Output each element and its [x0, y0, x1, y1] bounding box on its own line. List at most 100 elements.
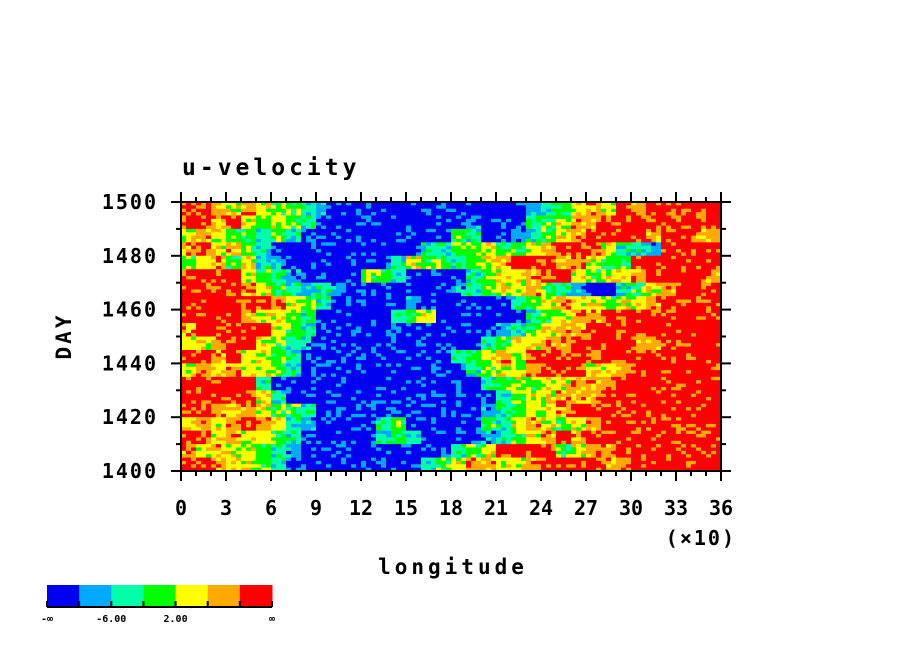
- heatmap-cell: [246, 292, 252, 297]
- heatmap-cell: [456, 225, 462, 230]
- heatmap-cell: [356, 349, 362, 354]
- heatmap-cell: [326, 259, 332, 264]
- heatmap-cell: [496, 222, 502, 227]
- heatmap-cell: [481, 245, 487, 250]
- heatmap-cell: [576, 218, 582, 223]
- heatmap-cell: [521, 316, 527, 321]
- heatmap-cell: [486, 252, 492, 257]
- heatmap-cell: [181, 309, 187, 314]
- heatmap-cell: [561, 218, 567, 223]
- heatmap-cell: [471, 309, 477, 314]
- heatmap-cell: [641, 269, 647, 274]
- heatmap-cell: [526, 289, 532, 294]
- heatmap-cell: [536, 265, 542, 270]
- heatmap-cell: [601, 333, 607, 338]
- heatmap-cell: [271, 312, 277, 317]
- heatmap-cell: [711, 329, 717, 334]
- heatmap-cell: [216, 282, 222, 287]
- heatmap-cell: [611, 346, 617, 351]
- heatmap-cell: [276, 306, 282, 311]
- heatmap-cell: [391, 316, 397, 321]
- heatmap-cell: [586, 228, 592, 233]
- heatmap-cell: [351, 245, 357, 250]
- heatmap-cell: [696, 212, 702, 217]
- heatmap-cell: [626, 269, 632, 274]
- heatmap-cell: [361, 353, 367, 358]
- heatmap-cell: [691, 262, 697, 267]
- heatmap-cell: [646, 296, 652, 301]
- heatmap-cell: [291, 292, 297, 297]
- heatmap-cell: [451, 272, 457, 277]
- heatmap-cell: [481, 296, 487, 301]
- heatmap-cell: [366, 235, 372, 240]
- heatmap-cell: [211, 312, 217, 317]
- heatmap-cell: [196, 279, 202, 284]
- heatmap-cell: [486, 205, 492, 210]
- heatmap-cell: [446, 238, 452, 243]
- heatmap-cell: [571, 275, 577, 280]
- heatmap-cell: [646, 309, 652, 314]
- heatmap-cell: [451, 326, 457, 331]
- heatmap-cell: [676, 235, 682, 240]
- heatmap-cell: [196, 262, 202, 267]
- heatmap-cell: [591, 202, 597, 206]
- heatmap-cell: [381, 225, 387, 230]
- heatmap-cell: [666, 225, 672, 230]
- heatmap-cell: [316, 212, 322, 217]
- heatmap-cell: [201, 228, 207, 233]
- heatmap-cell: [646, 323, 652, 328]
- heatmap-cell: [231, 262, 237, 267]
- heatmap-cell: [716, 289, 722, 294]
- heatmap-cell: [371, 228, 377, 233]
- heatmap-cell: [261, 292, 267, 297]
- heatmap-cell: [266, 202, 272, 206]
- heatmap-cell: [376, 312, 382, 317]
- heatmap-cell: [271, 282, 277, 287]
- heatmap-cell: [636, 289, 642, 294]
- heatmap-cell: [266, 339, 272, 344]
- heatmap-cell: [331, 312, 337, 317]
- heatmap-cell: [376, 262, 382, 267]
- heatmap-cell: [676, 222, 682, 227]
- heatmap-cell: [696, 225, 702, 230]
- heatmap-cell: [571, 249, 577, 254]
- heatmap-cell: [381, 218, 387, 223]
- heatmap-cell: [551, 292, 557, 297]
- heatmap-cell: [616, 265, 622, 270]
- heatmap-cell: [521, 232, 527, 237]
- heatmap-cell: [411, 279, 417, 284]
- heatmap-cell: [481, 232, 487, 237]
- heatmap-cell: [506, 215, 512, 220]
- heatmap-cell: [266, 286, 272, 291]
- heatmap-cell: [431, 208, 437, 213]
- heatmap-cell: [566, 286, 572, 291]
- heatmap-cell: [631, 302, 637, 307]
- heatmap-cell: [396, 346, 402, 351]
- heatmap-cell: [716, 292, 722, 297]
- heatmap-cell: [546, 235, 552, 240]
- heatmap-cell: [246, 302, 252, 307]
- heatmap-cell: [446, 286, 452, 291]
- heatmap-cell: [221, 346, 227, 351]
- heatmap-cell: [261, 329, 267, 334]
- heatmap-cell: [416, 275, 422, 280]
- heatmap-cell: [321, 292, 327, 297]
- heatmap-cell: [541, 286, 547, 291]
- heatmap-cell: [236, 222, 242, 227]
- heatmap-cell: [496, 205, 502, 210]
- heatmap-cell: [411, 208, 417, 213]
- heatmap-cell: [371, 272, 377, 277]
- heatmap-cell: [411, 265, 417, 270]
- heatmap-cell: [511, 336, 517, 341]
- heatmap-cell: [301, 212, 307, 217]
- heatmap-cell: [216, 360, 222, 364]
- heatmap-cell: [306, 329, 312, 334]
- heatmap-cell: [661, 212, 667, 217]
- heatmap-cell: [486, 228, 492, 233]
- heatmap-cell: [681, 343, 687, 348]
- heatmap-cell: [631, 225, 637, 230]
- heatmap-cell: [221, 353, 227, 358]
- heatmap-cell: [526, 282, 532, 287]
- heatmap-cell: [311, 262, 317, 267]
- heatmap-cell: [571, 306, 577, 311]
